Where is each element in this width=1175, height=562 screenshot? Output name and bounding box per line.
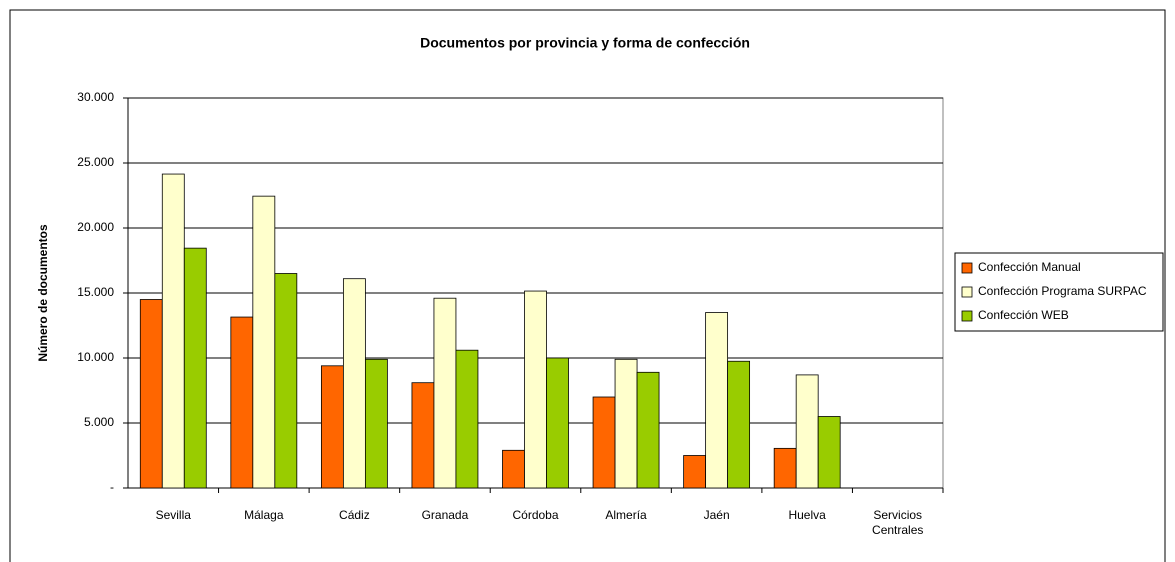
legend-label: Confección WEB <box>978 308 1069 322</box>
bar <box>795 374 819 489</box>
legend-swatch <box>961 262 973 274</box>
x-tick-label: Granada <box>421 508 469 522</box>
bar <box>705 312 729 489</box>
y-axis-label: Número de documentos <box>36 224 50 362</box>
legend-box <box>954 252 1164 332</box>
x-tick-label: Huelva <box>788 508 826 522</box>
y-tick-label: 30.000 <box>77 90 114 104</box>
bar <box>817 416 841 489</box>
y-tick-label: 20.000 <box>77 220 114 234</box>
bar <box>433 297 457 489</box>
legend-swatch <box>961 310 973 322</box>
bar <box>342 278 366 489</box>
bar <box>411 382 435 489</box>
x-tick-label: Cádiz <box>339 508 370 522</box>
bar <box>546 357 569 489</box>
bar <box>364 358 388 489</box>
bar <box>183 247 207 489</box>
y-tick-label: 25.000 <box>77 155 114 169</box>
x-tick-label: Jaén <box>703 508 730 522</box>
chart-title: Documentos por provincia y forma de conf… <box>420 35 750 51</box>
bar <box>230 316 254 489</box>
bar <box>455 349 479 489</box>
bar <box>502 449 525 489</box>
x-tick-label: Málaga <box>244 508 284 522</box>
x-tick-label: Almería <box>605 508 647 522</box>
y-tick-label: 10.000 <box>77 350 114 364</box>
bar <box>524 290 547 489</box>
bar <box>614 358 638 489</box>
bar <box>161 173 185 489</box>
y-tick-label: 15.000 <box>77 285 114 299</box>
bar <box>139 299 163 489</box>
bar <box>727 360 751 489</box>
legend-label: Confección Manual <box>978 260 1081 274</box>
y-tick-label: - <box>110 480 114 494</box>
bar <box>592 396 616 489</box>
bar <box>320 365 344 489</box>
legend-label: Confección Programa SURPAC <box>978 284 1147 298</box>
bar <box>274 273 298 489</box>
x-tick-label: Sevilla <box>155 508 191 522</box>
bar <box>636 371 660 489</box>
chart-frame <box>9 9 1166 562</box>
bar <box>683 455 707 489</box>
y-tick-label: 5.000 <box>84 415 114 429</box>
bar <box>773 447 797 489</box>
x-tick-label: Servicios Centrales <box>872 508 924 537</box>
x-tick-label: Córdoba <box>512 508 559 522</box>
legend-swatch <box>961 286 973 298</box>
bar <box>252 195 276 489</box>
